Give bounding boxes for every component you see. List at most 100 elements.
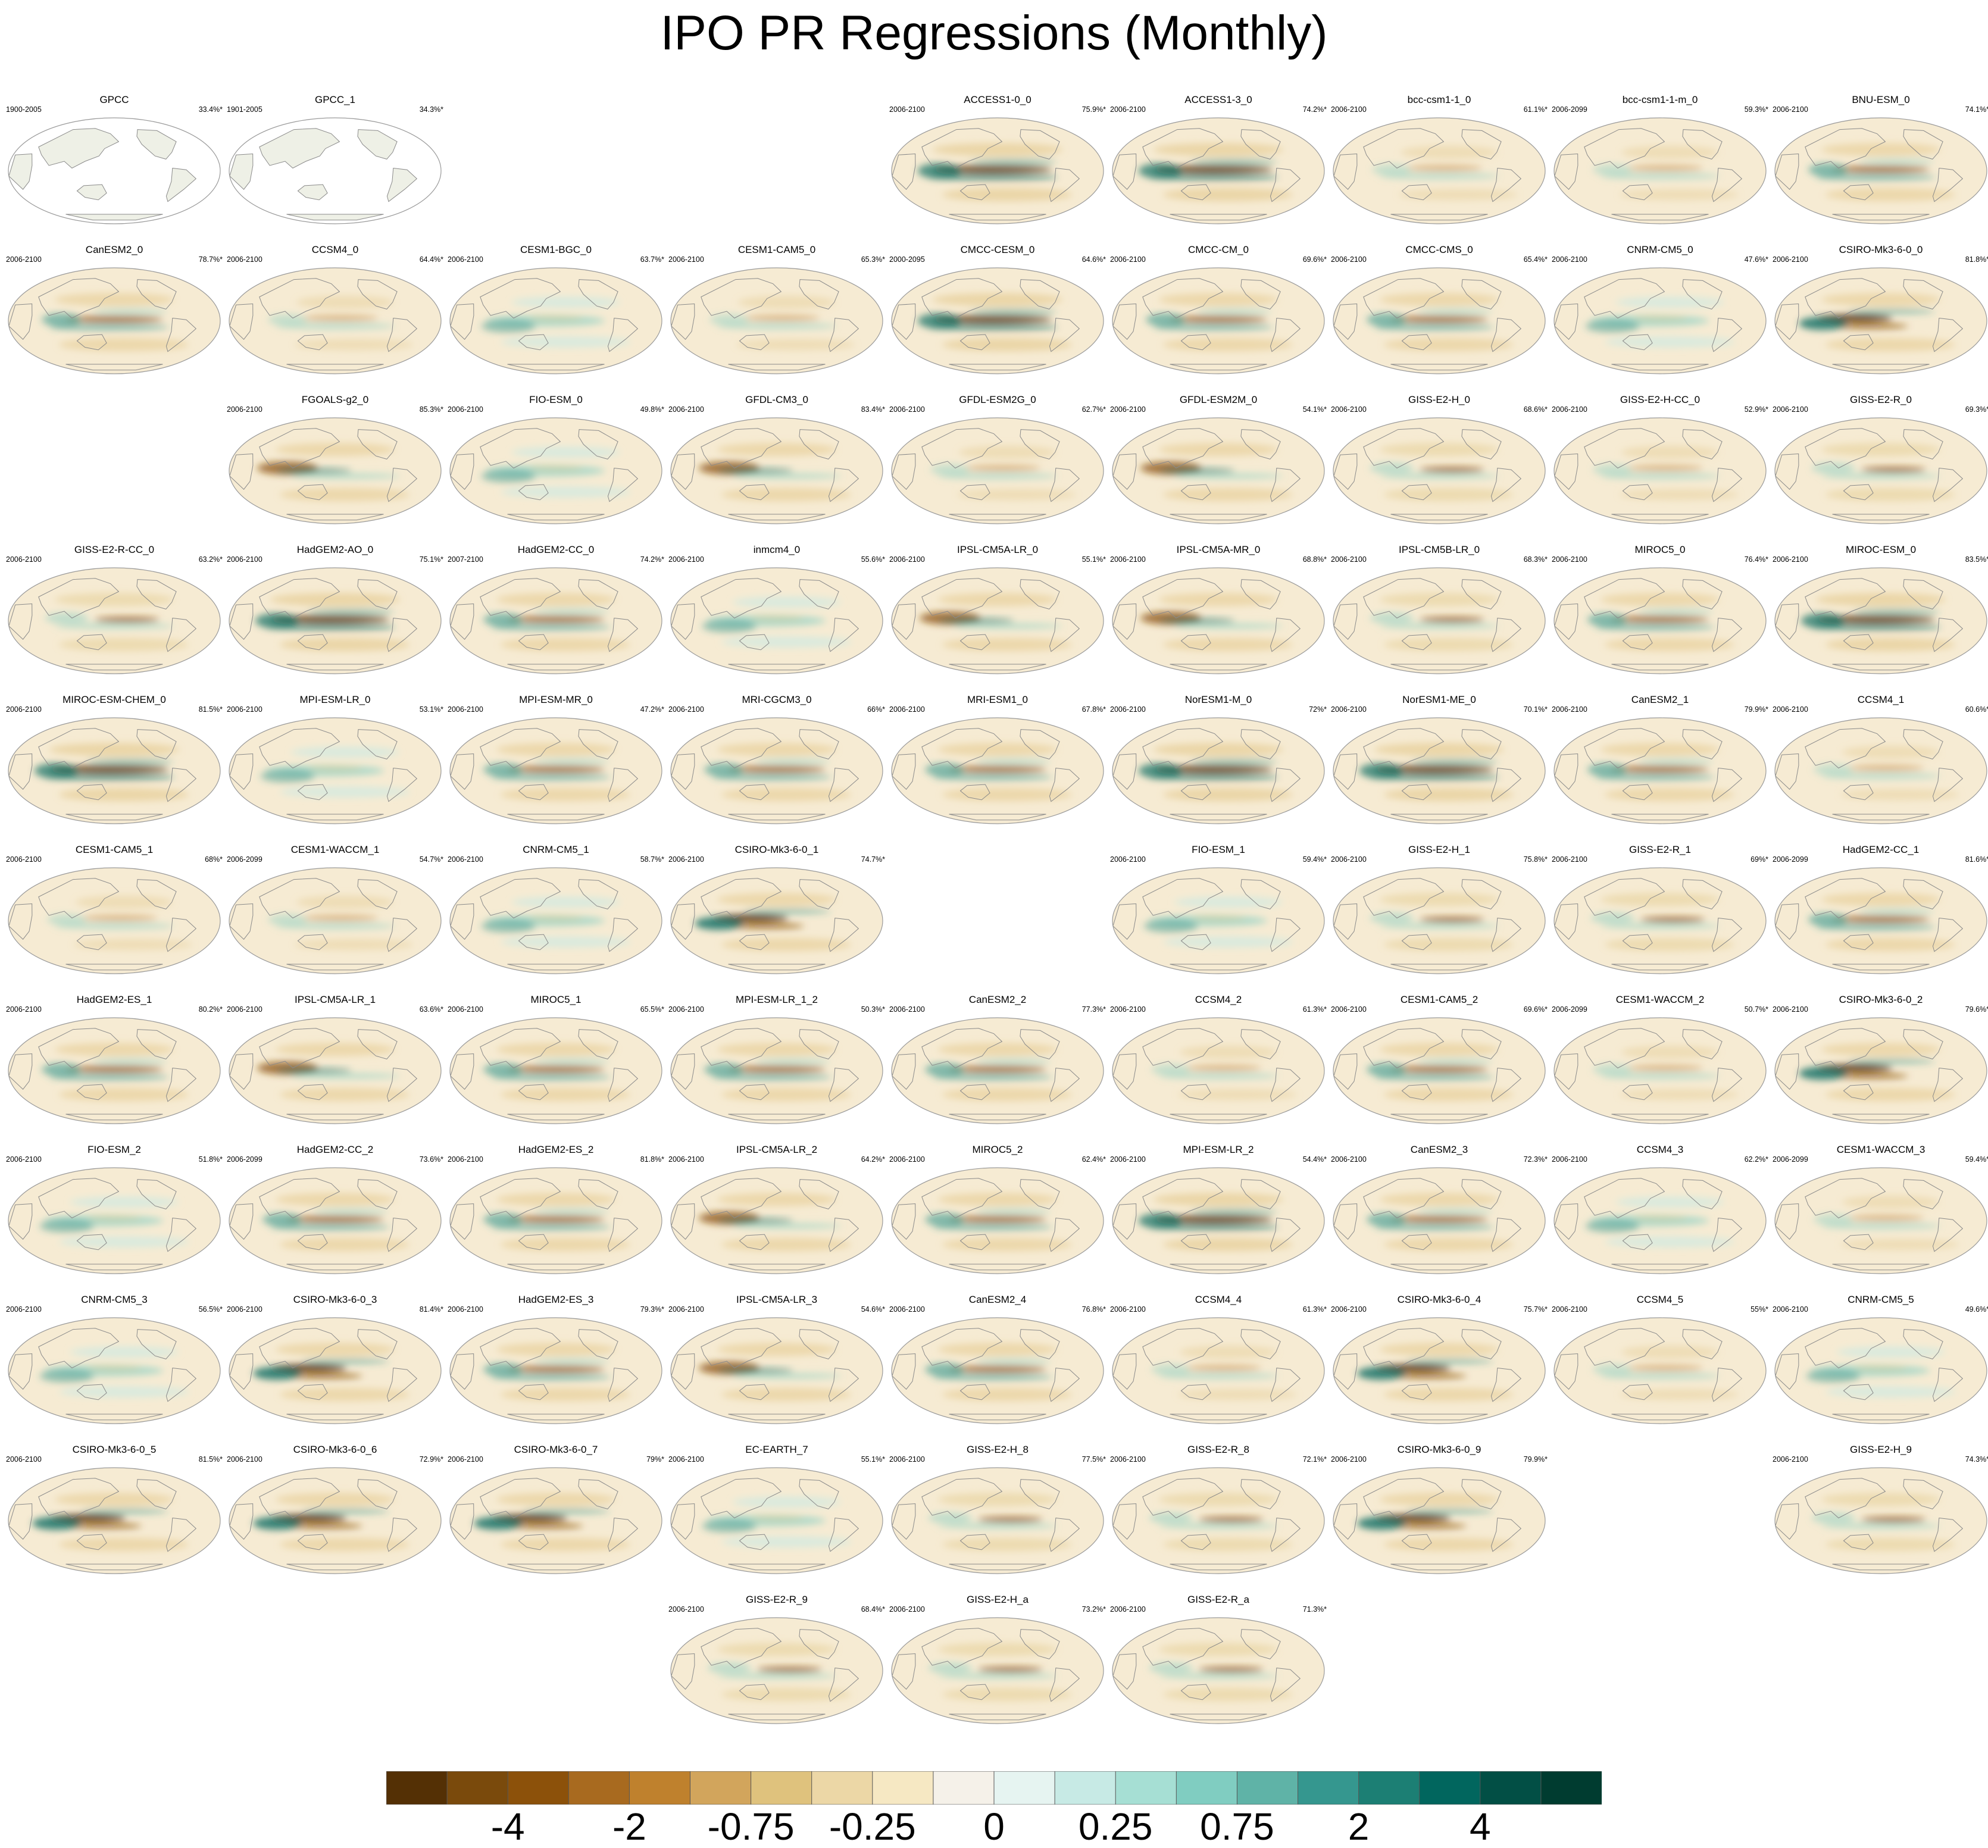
coastline-ant <box>1832 1564 1930 1571</box>
map-panel: CNRM-CM5_5 2006-2100 49.6%* <box>1773 1294 1988 1425</box>
panel-years: 2006-2100 <box>6 1305 42 1314</box>
coastline-ant <box>1611 814 1709 821</box>
anomaly-region <box>1154 765 1273 773</box>
anomaly-region <box>1370 912 1414 924</box>
coastline-oz <box>297 1084 328 1100</box>
anomaly-region <box>275 1043 395 1056</box>
coastline-asia <box>1805 428 1886 469</box>
globe-outline <box>1553 867 1767 974</box>
globe-outline <box>1553 717 1767 824</box>
panel-title: CSIRO-Mk3-6-0_7 <box>514 1444 598 1455</box>
anomaly-region <box>1158 1673 1279 1679</box>
coastline-sam <box>165 617 197 652</box>
anomaly-region <box>1825 487 1956 502</box>
coastline-ant <box>1611 1114 1709 1121</box>
panel-title: EC-EARTH_7 <box>745 1444 808 1455</box>
anomaly-region <box>507 1365 605 1372</box>
coastline-oz <box>1843 484 1874 501</box>
map-globe <box>1112 1017 1325 1124</box>
map-globe <box>1112 417 1325 524</box>
globe-outline <box>1553 1167 1767 1274</box>
anomaly-region <box>1604 787 1735 802</box>
panel-title: IPSL-CM5A-LR_1 <box>294 994 376 1005</box>
coastline-oz <box>1401 634 1432 651</box>
map-globe <box>1333 1167 1546 1274</box>
coastline-asia <box>259 878 340 919</box>
colorbar-swatch <box>811 1771 873 1805</box>
anomaly-region <box>262 1213 302 1227</box>
panel-percent: 53.1%* <box>419 705 443 714</box>
panel-years: 1900-2005 <box>6 105 42 114</box>
anomaly-region <box>702 619 757 633</box>
coastline-nam <box>578 1479 618 1509</box>
coastline-ant <box>728 514 826 521</box>
anomaly-region <box>1633 315 1687 321</box>
globe-outline <box>229 267 442 374</box>
anomaly-region <box>942 1687 1073 1702</box>
anomaly-region <box>1196 308 1272 314</box>
panel-title: bcc-csm1-1_0 <box>1407 94 1471 105</box>
panel-percent: 62.2%* <box>1744 1155 1768 1164</box>
coastline-asia <box>1805 878 1886 919</box>
coastline-sam <box>1049 1517 1080 1552</box>
coastline-nam <box>1240 1629 1281 1659</box>
coastline-sam <box>1711 917 1743 952</box>
panel-years: 2006-2100 <box>6 1005 42 1014</box>
panel-years: 2006-2100 <box>668 405 704 414</box>
coastline-sam <box>1932 617 1964 652</box>
map-panel: CSIRO-Mk3-6-0_9 2006-2100 79.9%* <box>1331 1444 1548 1575</box>
globe-outline <box>449 567 662 674</box>
anomaly-region <box>49 765 169 773</box>
coastline-sam <box>1932 917 1964 952</box>
anomaly-region <box>533 608 609 614</box>
map-globe <box>670 1317 883 1424</box>
panel-years: 2007-2100 <box>448 555 483 564</box>
coastline-sam <box>1049 1367 1080 1402</box>
anomaly-region <box>307 608 395 614</box>
anomaly-region <box>58 637 189 652</box>
coastline-asia <box>701 1028 782 1069</box>
anomaly-region <box>42 1063 81 1077</box>
panel-percent: 81.8%* <box>640 1155 664 1164</box>
anomaly-region <box>1858 908 1934 914</box>
anomaly-region <box>937 1523 1058 1529</box>
coastline-ant <box>728 1264 826 1271</box>
map-panel: CESM1-CAM5_2 2006-2100 69.6%* <box>1331 994 1548 1125</box>
coastline-asia <box>480 578 561 619</box>
coastline-asia <box>38 1478 120 1519</box>
colorbar-swatch <box>1540 1771 1602 1805</box>
coastline-nam <box>1903 729 1943 759</box>
coastline-oz <box>297 1534 328 1550</box>
map-panel: CNRM-CM5_1 2006-2100 58.7%* <box>448 844 664 975</box>
anomaly-region <box>302 315 379 321</box>
anomaly-region <box>1848 1215 1924 1221</box>
coastline-nam <box>357 579 398 609</box>
coastline-ant <box>949 814 1046 821</box>
panel-percent: 66%* <box>867 705 885 714</box>
globe-outline <box>229 1467 442 1574</box>
anomaly-region <box>507 1065 605 1072</box>
anomaly-region <box>732 1496 841 1508</box>
coastline-nam <box>578 1179 618 1209</box>
coastline-ant <box>1832 664 1930 671</box>
figure-title: IPO PR Regressions (Monthly) <box>660 6 1328 60</box>
anomaly-region <box>276 1068 352 1074</box>
coastline-asia <box>1584 128 1665 169</box>
coastline-sam <box>1049 1667 1080 1702</box>
coastline-asia <box>1805 1328 1886 1369</box>
coastline-ant <box>1611 964 1709 971</box>
coastline-sam <box>1490 617 1522 652</box>
anomaly-region <box>712 1074 832 1081</box>
coastline-sam <box>386 317 418 352</box>
panel-years: 2006-2100 <box>448 855 483 864</box>
anomaly-region <box>483 763 523 777</box>
map-globe <box>1774 267 1987 374</box>
coastline-nam <box>799 1479 839 1509</box>
coastline-asia <box>1363 728 1445 769</box>
anomaly-region <box>937 1043 1058 1056</box>
anomaly-region <box>1799 1067 1847 1080</box>
anomaly-region <box>483 1063 523 1077</box>
colorbar-swatch <box>1419 1771 1481 1805</box>
panel-title: NorESM1-ME_0 <box>1402 694 1476 705</box>
coastline-nam <box>357 729 398 759</box>
